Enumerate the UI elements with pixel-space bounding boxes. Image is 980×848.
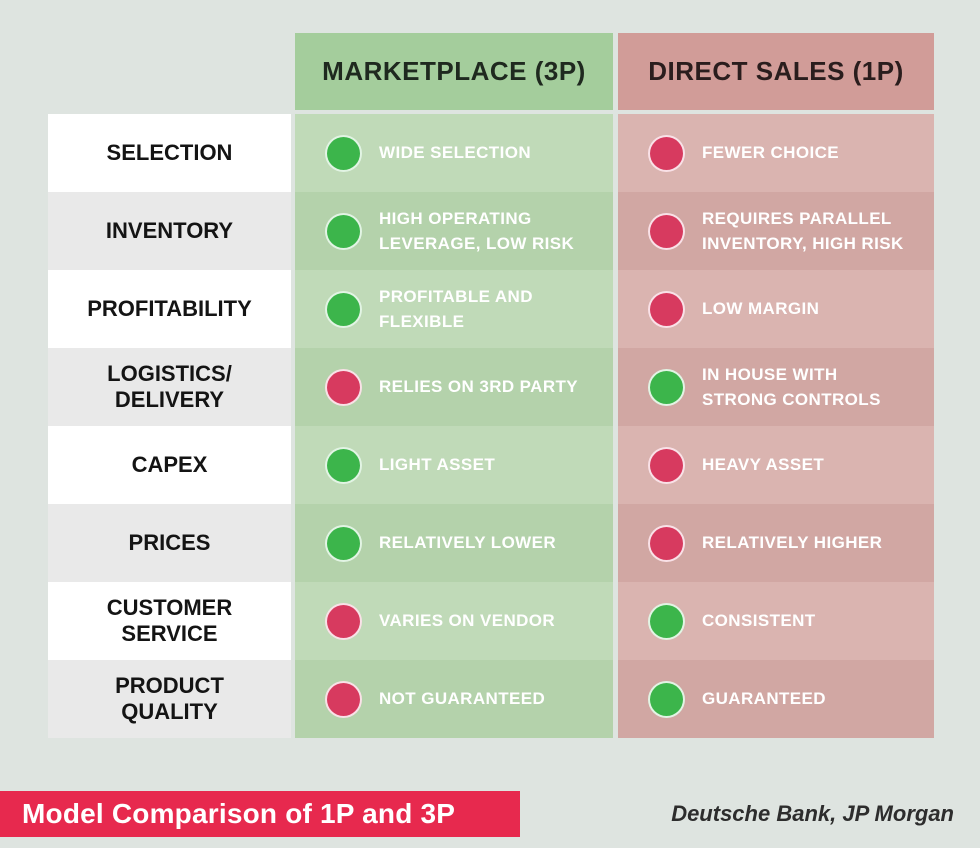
- status-dot-icon: [648, 524, 685, 562]
- row-label-text: SELECTION: [106, 139, 233, 165]
- source-attribution: Deutsche Bank, JP Morgan: [671, 801, 954, 826]
- title-banner: Model Comparison of 1P and 3P: [0, 791, 520, 837]
- direct-sales-cell: RELATIVELY HIGHER: [618, 504, 934, 582]
- table-row: INVENTORY HIGH OPERATING LEVERAGE, LOW R…: [48, 192, 934, 270]
- direct-sales-cell: LOW MARGIN: [618, 270, 934, 348]
- direct-sales-cell-text: FEWER CHOICE: [702, 143, 840, 163]
- direct-sales-cell: CONSISTENT: [618, 582, 934, 660]
- direct-sales-cell: FEWER CHOICE: [618, 114, 934, 192]
- row-label-text: CUSTOMER SERVICE: [106, 594, 233, 646]
- direct-sales-cell: GUARANTEED: [618, 660, 934, 738]
- direct-sales-cell: IN HOUSE WITH STRONG CONTROLS: [618, 348, 934, 426]
- status-dot-icon: [648, 446, 685, 484]
- status-dot-icon: [648, 134, 685, 172]
- marketplace-cell-text: WIDE SELECTION: [379, 143, 531, 163]
- status-dot-icon: [648, 602, 685, 640]
- marketplace-cell-text: PROFITABLE AND FLEXIBLE: [379, 286, 533, 332]
- status-dot-icon: [325, 602, 362, 640]
- comparison-table: MARKETPLACE (3P) DIRECT SALES (1P) SELEC…: [48, 33, 934, 738]
- table-row: PROFITABILITY PROFITABLE AND FLEXIBLE LO…: [48, 270, 934, 348]
- direct-sales-cell-text: REQUIRES PARALLEL INVENTORY, HIGH RISK: [702, 208, 904, 254]
- row-label: PRICES: [48, 504, 291, 582]
- status-dot-icon: [648, 290, 685, 328]
- table-row: CAPEX LIGHT ASSET HEAVY ASSET: [48, 426, 934, 504]
- marketplace-cell: HIGH OPERATING LEVERAGE, LOW RISK: [295, 192, 613, 270]
- marketplace-cell-text: RELATIVELY LOWER: [379, 533, 557, 553]
- table-rows: SELECTION WIDE SELECTION FEWER CHOICE IN…: [48, 114, 934, 738]
- row-label: CAPEX: [48, 426, 291, 504]
- marketplace-cell-text: NOT GUARANTEED: [379, 689, 546, 709]
- marketplace-cell: PROFITABLE AND FLEXIBLE: [295, 270, 613, 348]
- row-label: INVENTORY: [48, 192, 291, 270]
- marketplace-cell: WIDE SELECTION: [295, 114, 613, 192]
- direct-sales-cell-text: GUARANTEED: [702, 689, 826, 709]
- status-dot-icon: [325, 134, 362, 172]
- marketplace-cell-text: LIGHT ASSET: [379, 455, 496, 475]
- table-header: MARKETPLACE (3P) DIRECT SALES (1P): [48, 33, 934, 110]
- column-header-marketplace: MARKETPLACE (3P): [295, 33, 613, 110]
- marketplace-cell: LIGHT ASSET: [295, 426, 613, 504]
- table-row: PRODUCT QUALITY NOT GUARANTEED GUARANTEE…: [48, 660, 934, 738]
- marketplace-cell: NOT GUARANTEED: [295, 660, 613, 738]
- status-dot-icon: [648, 368, 685, 406]
- row-label: CUSTOMER SERVICE: [48, 582, 291, 660]
- marketplace-cell-text: VARIES ON VENDOR: [379, 611, 556, 631]
- marketplace-cell-text: HIGH OPERATING LEVERAGE, LOW RISK: [379, 208, 575, 254]
- row-label: LOGISTICS/ DELIVERY: [48, 348, 291, 426]
- table-row: SELECTION WIDE SELECTION FEWER CHOICE: [48, 114, 934, 192]
- marketplace-cell: RELATIVELY LOWER: [295, 504, 613, 582]
- status-dot-icon: [648, 212, 685, 250]
- marketplace-cell: VARIES ON VENDOR: [295, 582, 613, 660]
- row-label: PRODUCT QUALITY: [48, 660, 291, 738]
- row-label: PROFITABILITY: [48, 270, 291, 348]
- status-dot-icon: [325, 446, 362, 484]
- table-row: PRICES RELATIVELY LOWER RELATIVELY HIGHE…: [48, 504, 934, 582]
- marketplace-cell-text: RELIES ON 3RD PARTY: [379, 377, 579, 397]
- direct-sales-cell: REQUIRES PARALLEL INVENTORY, HIGH RISK: [618, 192, 934, 270]
- marketplace-cell: RELIES ON 3RD PARTY: [295, 348, 613, 426]
- row-label-text: LOGISTICS/ DELIVERY: [107, 360, 232, 412]
- direct-sales-cell-text: CONSISTENT: [702, 611, 816, 631]
- direct-sales-cell-text: IN HOUSE WITH STRONG CONTROLS: [702, 364, 881, 410]
- status-dot-icon: [648, 680, 685, 718]
- row-label-text: PROFITABILITY: [87, 295, 252, 321]
- status-dot-icon: [325, 368, 362, 406]
- direct-sales-cell-text: RELATIVELY HIGHER: [702, 533, 883, 553]
- status-dot-icon: [325, 212, 362, 250]
- row-label-text: CAPEX: [131, 451, 208, 477]
- row-label-text: PRODUCT QUALITY: [115, 672, 224, 724]
- row-label-text: PRICES: [128, 529, 211, 555]
- table-row: CUSTOMER SERVICE VARIES ON VENDOR CONSIS…: [48, 582, 934, 660]
- direct-sales-cell-text: HEAVY ASSET: [702, 455, 825, 475]
- column-header-direct-sales: DIRECT SALES (1P): [618, 33, 934, 110]
- page-title: Model Comparison of 1P and 3P: [22, 798, 456, 829]
- header-spacer: [48, 33, 291, 110]
- row-label: SELECTION: [48, 114, 291, 192]
- status-dot-icon: [325, 290, 362, 328]
- row-label-text: INVENTORY: [105, 217, 234, 243]
- direct-sales-cell: HEAVY ASSET: [618, 426, 934, 504]
- direct-sales-cell-text: LOW MARGIN: [702, 299, 820, 319]
- status-dot-icon: [325, 524, 362, 562]
- table-row: LOGISTICS/ DELIVERY RELIES ON 3RD PARTY …: [48, 348, 934, 426]
- status-dot-icon: [325, 680, 362, 718]
